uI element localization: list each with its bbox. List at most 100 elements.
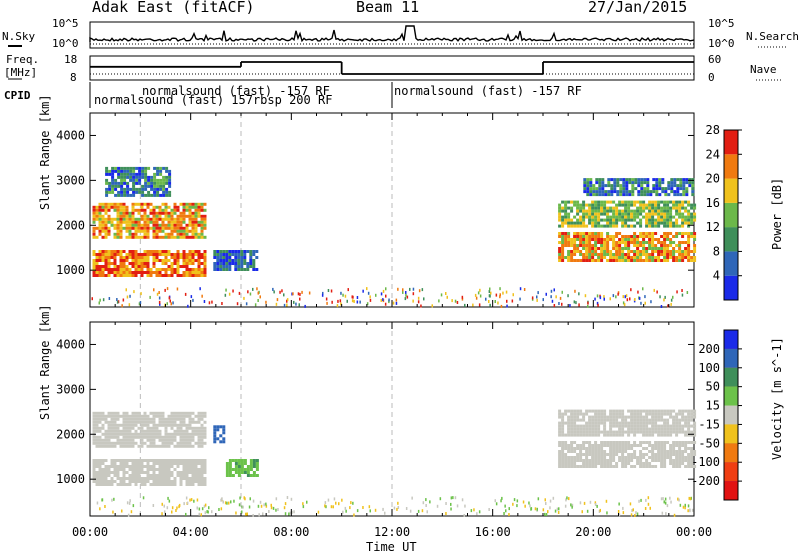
- echo-cell: [579, 433, 583, 437]
- echo-cell: [687, 253, 691, 256]
- echo-cell: [101, 417, 105, 421]
- echo-cell: [116, 471, 120, 474]
- scatter-cell: [382, 298, 384, 302]
- echo-cell: [119, 208, 123, 212]
- echo-cell: [182, 253, 186, 256]
- echo-cell: [591, 409, 595, 413]
- echo-cell: [125, 271, 129, 274]
- echo-cell: [570, 427, 574, 431]
- echo-cell: [200, 274, 204, 277]
- echo-cell: [624, 256, 628, 259]
- echo-cell: [682, 184, 686, 188]
- echo-cell: [585, 465, 589, 468]
- echo-cell: [131, 471, 135, 474]
- echo-cell: [131, 465, 135, 468]
- echo-cell: [648, 462, 652, 465]
- echo-cell: [660, 215, 664, 219]
- echo-cell: [567, 465, 571, 468]
- echo-cell: [676, 193, 680, 197]
- echo-cell: [624, 241, 628, 244]
- scatter-cell: [279, 290, 281, 294]
- scatter-cell: [346, 299, 348, 303]
- echo-cell: [669, 409, 673, 413]
- scatter-cell: [647, 496, 650, 500]
- echo-cell: [155, 462, 159, 465]
- echo-cell: [234, 465, 238, 468]
- scatter-cell: [158, 291, 160, 294]
- echo-cell: [185, 432, 189, 436]
- echo-cell: [681, 250, 685, 253]
- echo-cell: [591, 203, 595, 207]
- echo-cell: [146, 256, 150, 259]
- echo-cell: [203, 274, 207, 277]
- echo-cell: [669, 462, 673, 465]
- echo-cell: [627, 215, 631, 219]
- echo-cell: [147, 184, 151, 188]
- scatter-cell: [111, 498, 113, 502]
- echo-cell: [621, 250, 625, 253]
- echo-cell: [567, 250, 571, 253]
- echo-cell: [687, 447, 691, 450]
- scatter-cell: [581, 510, 583, 514]
- echo-cell: [591, 459, 595, 462]
- echo-cell: [122, 205, 126, 209]
- echo-cell: [213, 253, 217, 256]
- echo-cell: [639, 421, 643, 425]
- echo-cell: [123, 187, 127, 191]
- echo-cell: [573, 421, 577, 425]
- echo-cell: [660, 444, 664, 447]
- echo-cell: [690, 409, 694, 413]
- echo-cell: [156, 172, 160, 176]
- echo-cell: [182, 435, 186, 439]
- scatter-cell: [204, 511, 207, 515]
- scatter-cell: [341, 498, 343, 502]
- echo-cell: [158, 477, 162, 480]
- echo-cell: [188, 256, 192, 259]
- echo-cell: [185, 229, 189, 233]
- echo-cell: [167, 268, 171, 271]
- echo-cell: [191, 435, 195, 439]
- echo-cell: [693, 421, 697, 425]
- echo-cell: [672, 453, 676, 456]
- echo-cell: [188, 432, 192, 436]
- echo-cell: [122, 208, 126, 212]
- echo-cell: [588, 203, 592, 207]
- echo-cell: [660, 247, 664, 250]
- echo-cell: [137, 208, 141, 212]
- echo-cell: [150, 193, 154, 197]
- echo-cell: [639, 456, 643, 459]
- colorbar-frame: [723, 129, 739, 301]
- echo-cell: [146, 471, 150, 474]
- scatter-cell: [327, 498, 330, 502]
- echo-cell: [672, 203, 676, 207]
- echo-cell: [225, 253, 229, 256]
- scatter-cell: [248, 505, 251, 509]
- echo-cell: [588, 444, 592, 447]
- echo-cell: [663, 224, 667, 228]
- echo-cell: [594, 218, 598, 222]
- echo-cell: [213, 250, 217, 253]
- echo-cell: [134, 265, 138, 268]
- echo-cell: [591, 424, 595, 428]
- echo-cell: [645, 206, 649, 210]
- echo-cell: [622, 184, 626, 188]
- echo-cell: [649, 193, 653, 197]
- echo-cell: [98, 268, 102, 271]
- echo-cell: [664, 187, 668, 191]
- echo-cell: [146, 474, 150, 477]
- echo-cell: [609, 259, 613, 262]
- echo-cell: [600, 418, 604, 422]
- echo-cell: [627, 459, 631, 462]
- echo-cell: [117, 175, 121, 179]
- echo-cell: [176, 426, 180, 430]
- echo-cell: [165, 187, 169, 191]
- echo-cell: [598, 187, 602, 191]
- echo-cell: [194, 471, 198, 474]
- echo-cell: [231, 253, 235, 256]
- echo-cell: [168, 181, 172, 185]
- echo-cell: [579, 241, 583, 244]
- echo-cell: [655, 184, 659, 188]
- echo-cell: [228, 256, 232, 259]
- echo-cell: [675, 424, 679, 428]
- scatter-cell: [297, 292, 300, 296]
